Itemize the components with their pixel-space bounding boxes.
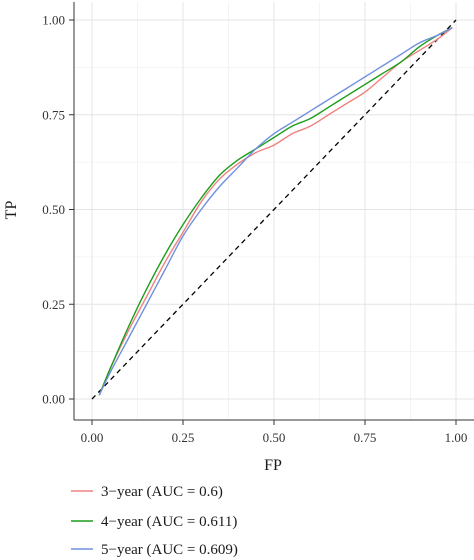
legend-label-3-year: 3−year (AUC = 0.6) [101,484,223,500]
y-tick-label: 0.50 [42,202,65,217]
reference-diagonal-line [91,19,457,400]
legend-label-4-year: 4−year (AUC = 0.611) [101,514,237,530]
y-tick-label: 0.00 [42,392,65,407]
x-tick-label: 0.50 [263,430,286,445]
y-tick-label: 0.25 [42,297,65,312]
series-lines [98,26,453,396]
legend-label-5-year: 5−year (AUC = 0.609) [101,542,238,558]
axes [69,2,474,425]
y-axis-title: TP [3,201,20,220]
series-line-5-year [98,26,453,396]
x-tick-label: 0.25 [172,430,195,445]
tick-labels: 0.00 0.25 0.50 0.75 1.00 0.00 0.25 0.50 0.75 1.00 [42,13,467,446]
series-line-4-year [98,26,453,396]
x-tick-label: 0.00 [81,430,104,445]
x-axis-title: FP [264,457,282,474]
x-tick-label: 1.00 [445,430,468,445]
x-tick-label: 0.75 [354,430,377,445]
legend: 3−year (AUC = 0.6) 4−year (AUC = 0.611) 5−… [71,484,238,558]
y-tick-label: 0.75 [42,107,65,122]
y-tick-label: 1.00 [42,13,65,28]
